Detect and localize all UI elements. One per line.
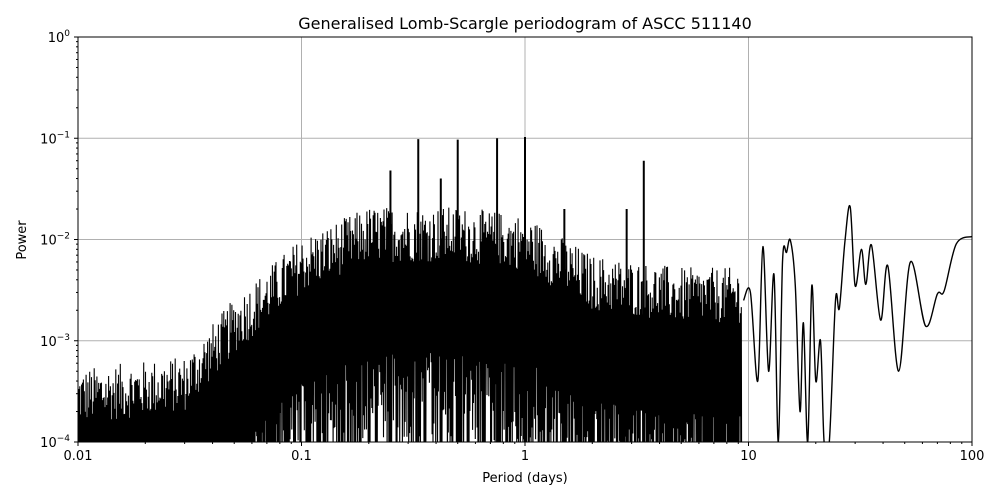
x-tick-label: 0.01: [64, 449, 93, 464]
chart-title: Generalised Lomb-Scargle periodogram of …: [298, 14, 752, 33]
x-tick-label: 1: [521, 449, 529, 464]
x-tick-label: 0.1: [291, 449, 312, 464]
x-axis-label: Period (days): [482, 471, 568, 486]
axis-ticks: [74, 36, 973, 446]
periodogram-line: [78, 136, 972, 442]
x-tick-labels: 0.01 0.1 1 10 100: [64, 449, 985, 464]
y-tick-label: 10−1: [40, 130, 70, 147]
x-tick-label: 10: [740, 449, 757, 464]
y-axis-label: Power: [15, 220, 30, 260]
x-tick-label: 100: [960, 449, 985, 464]
y-tick-label: 100: [48, 29, 71, 46]
y-tick-label: 10−2: [40, 232, 70, 249]
y-tick-label: 10−3: [40, 333, 70, 350]
